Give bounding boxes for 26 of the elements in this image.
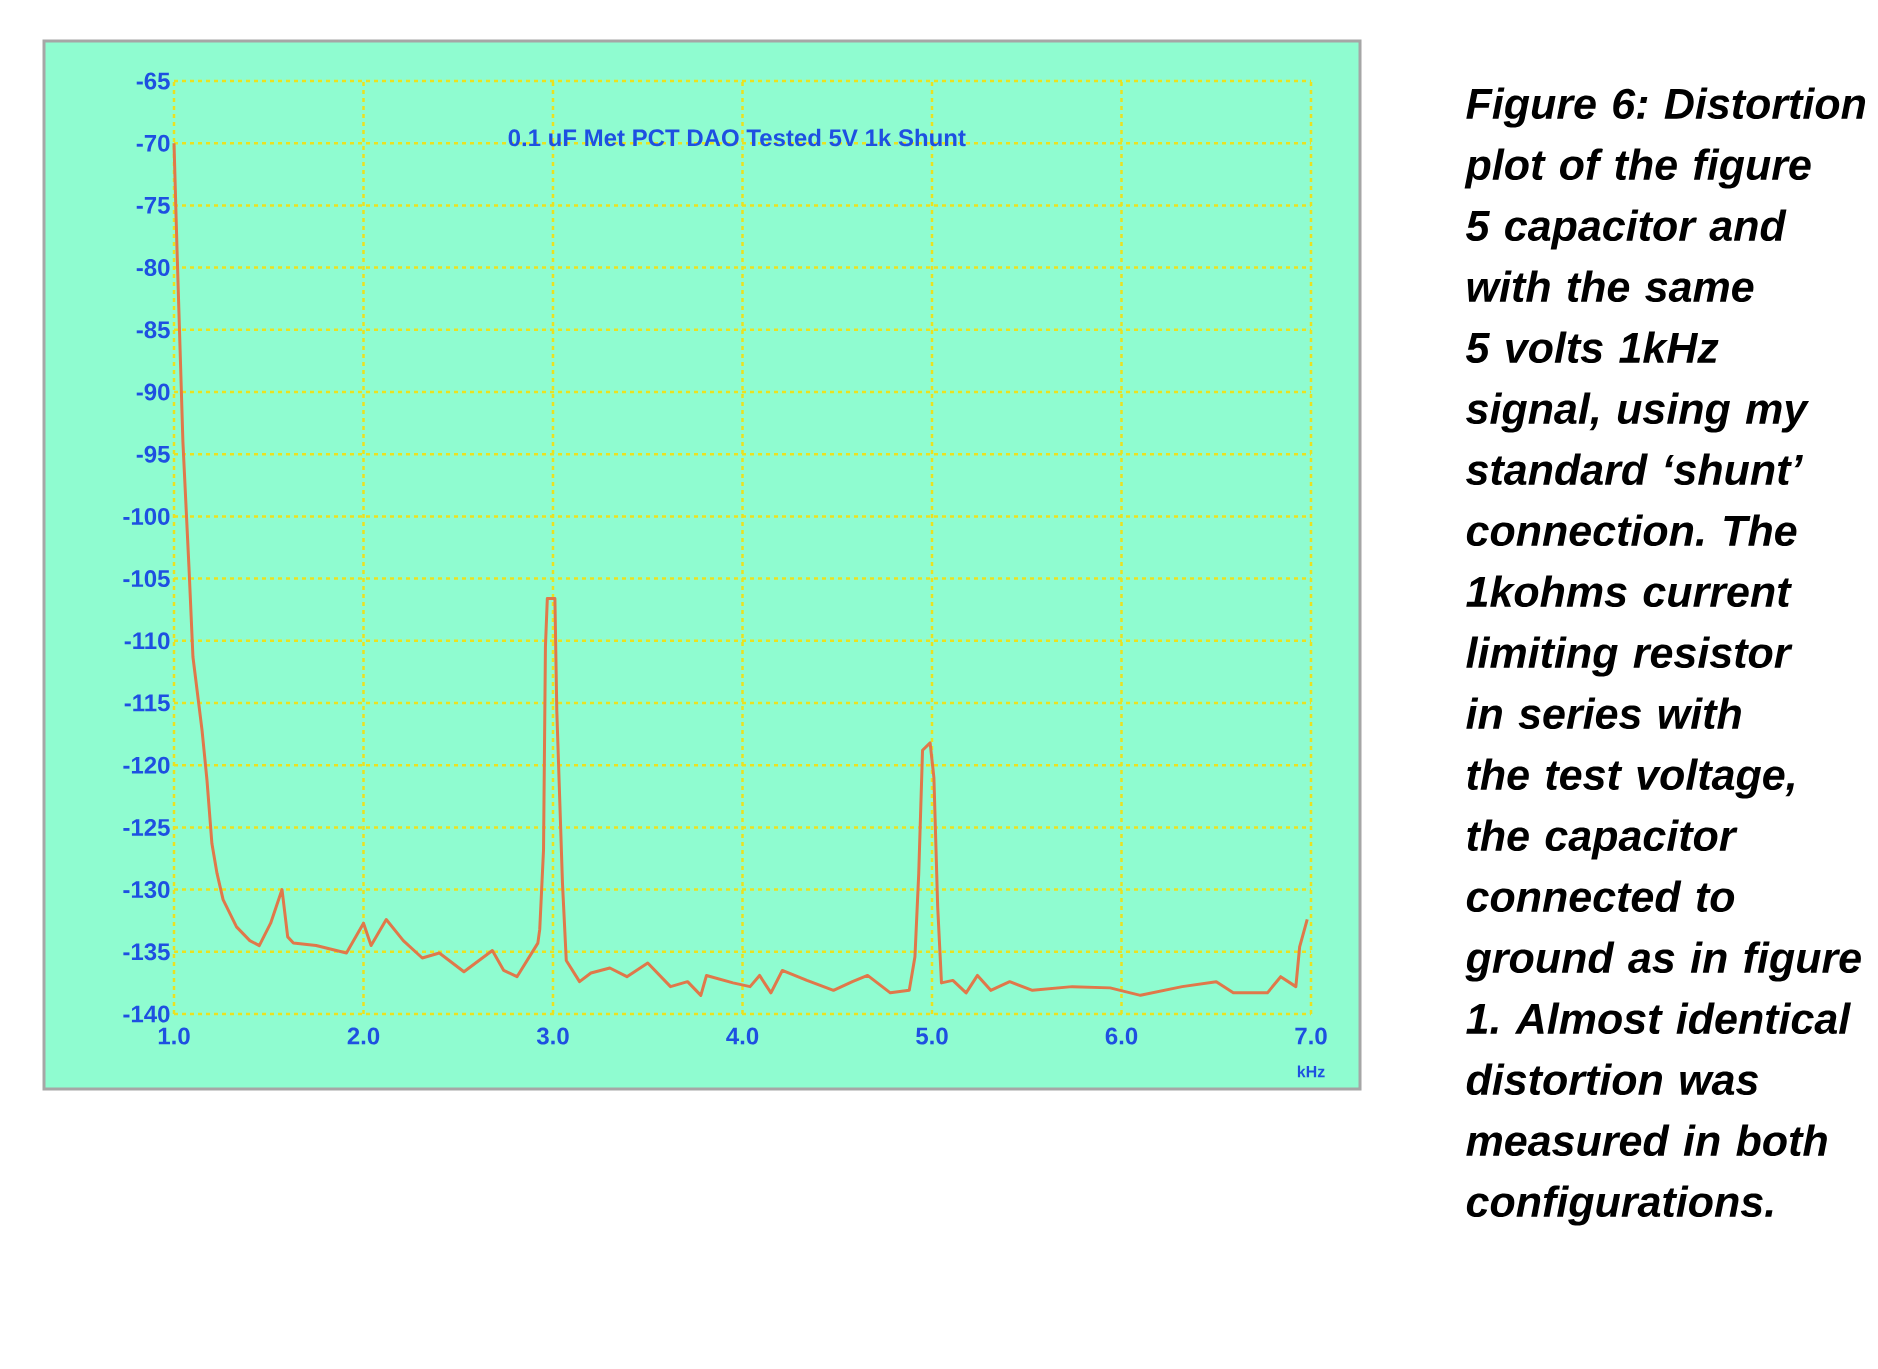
y-tick-label: -135	[123, 943, 170, 961]
x-tick-label: 1.0	[158, 1027, 190, 1045]
x-tick-label: 4.0	[726, 1027, 759, 1045]
y-tick-label: -105	[123, 570, 170, 588]
y-tick-label: -120	[123, 756, 170, 774]
x-axis-title: kHz	[1297, 1065, 1325, 1078]
y-tick-label: -65	[136, 72, 170, 90]
x-tick-label: 3.0	[536, 1027, 569, 1045]
x-tick-label: 6.0	[1105, 1027, 1138, 1045]
y-tick-label: -115	[124, 694, 170, 712]
y-tick-label: -85	[136, 321, 170, 339]
y-tick-label: -70	[136, 134, 170, 152]
y-tick-label: -140	[123, 1005, 170, 1023]
x-tick-label: 2.0	[347, 1027, 380, 1045]
x-tick-label: 7.0	[1295, 1027, 1327, 1045]
text: Figure 6: Distortion plot of the figure 5 capacitor and with the same 5 volts 1kHz signal, using my standard ‘shunt’ connection. The 1kohms current limiting resistor in series with the test voltage, the capacitor connected to ground as in figure 1. Almost identical distortion was measured in both configurations.	[1464, 87, 1866, 1226]
y-tick-label: -110	[124, 632, 170, 650]
y-tick-label: -95	[136, 445, 170, 463]
y-tick-label: -75	[136, 197, 170, 214]
y-tick-label: -125	[123, 818, 170, 836]
x-tick-label: 5.0	[916, 1027, 948, 1045]
y-tick-label: -90	[136, 383, 170, 401]
y-tick-label: -80	[136, 259, 170, 277]
y-tick-label: -130	[123, 881, 170, 899]
text: 0.1 uF Met PCT DAO Tested 5V 1k Shunt	[508, 128, 966, 147]
y-tick-label: -100	[123, 507, 170, 525]
